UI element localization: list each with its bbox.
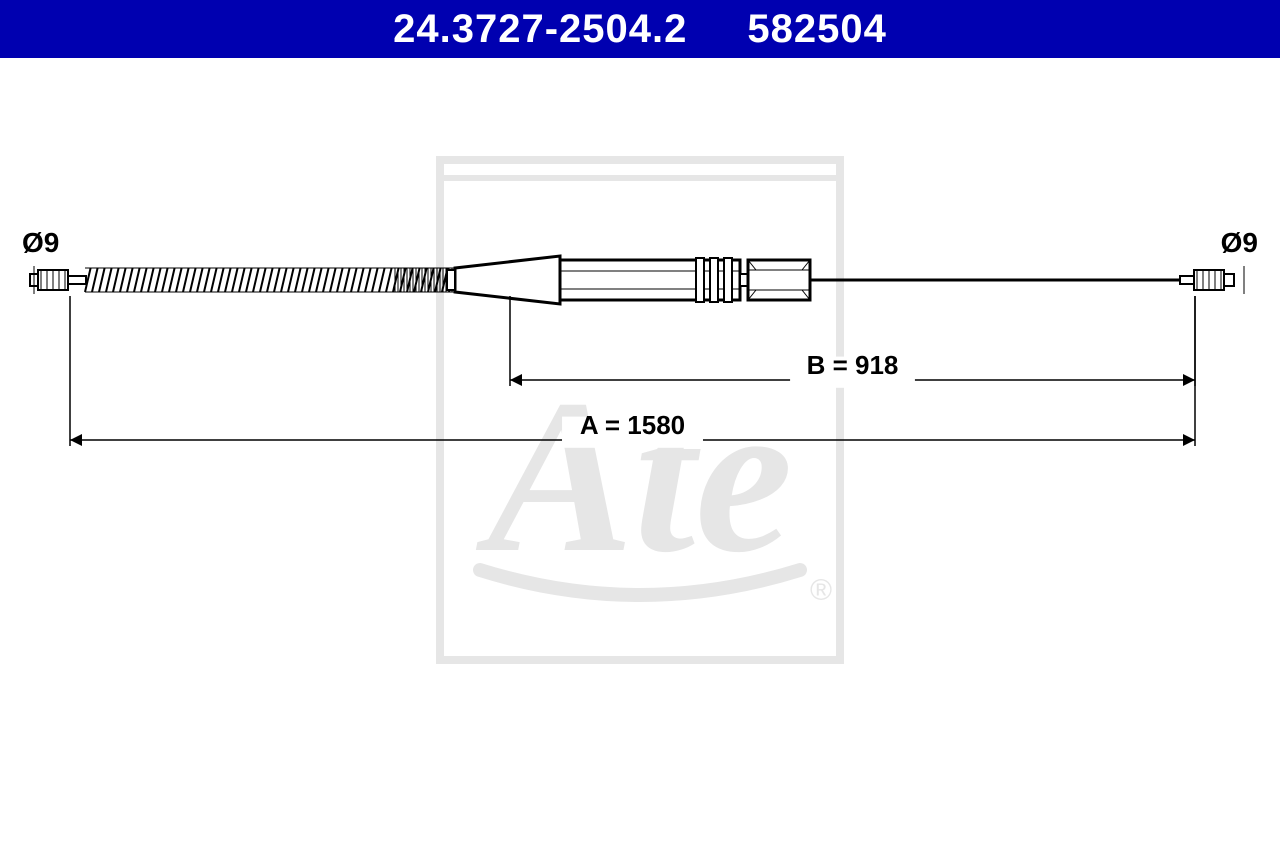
technical-diagram: Ate ® Ø9 Ø9 B = 918 A = 1580 [0, 58, 1280, 853]
svg-text:®: ® [810, 574, 832, 607]
watermark-logo: Ate [475, 354, 793, 598]
diameter-label-left: Ø9 [22, 227, 59, 258]
dimension-a-label: A = 1580 [580, 410, 685, 440]
cable-end-right [1180, 270, 1234, 290]
cable-end-left [30, 270, 86, 290]
diameter-label-right: Ø9 [1221, 227, 1258, 258]
cable-sleeve-2 [748, 260, 810, 300]
part-number-secondary: 582504 [747, 7, 886, 52]
part-number-primary: 24.3727-2504.2 [393, 7, 687, 52]
cable-spring-section [85, 268, 455, 292]
dimension-b-label: B = 918 [807, 350, 899, 380]
header-bar: 24.3727-2504.2 582504 [0, 0, 1280, 58]
cable-cone [455, 256, 560, 304]
